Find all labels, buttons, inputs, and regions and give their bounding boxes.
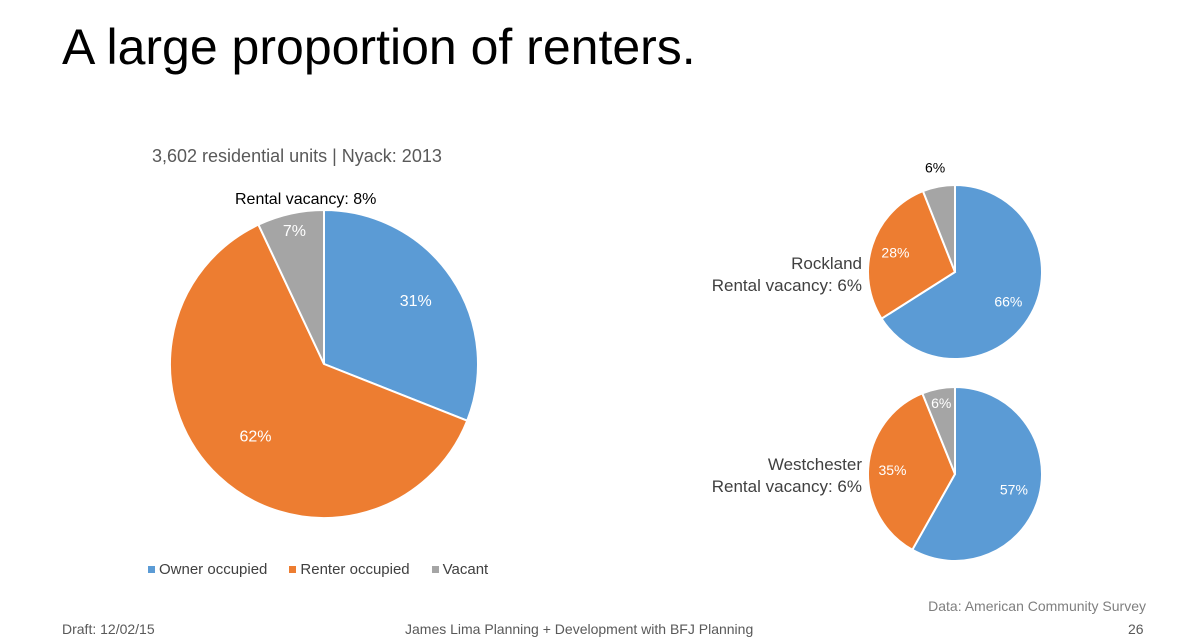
legend-swatch-owner (148, 566, 155, 573)
page-number: 26 (1128, 621, 1144, 637)
nyack-label-owner: 31% (400, 293, 432, 310)
nyack-label-vacant: 7% (283, 223, 306, 240)
legend-swatch-renter (289, 566, 297, 573)
legend-item-renter: Renter occupied (289, 561, 410, 578)
rockland-slice-owner (880, 183, 1043, 360)
legend-label-renter: Renter occupied (300, 561, 410, 578)
westchester-slice-owner (910, 385, 1043, 562)
westchester-label-renter: 35% (878, 462, 906, 478)
footer-credit: James Lima Planning + Development with B… (405, 621, 754, 637)
legend-swatch-vacant (431, 566, 439, 573)
nyack-label-renter: 62% (239, 428, 271, 445)
rockland-label-renter: 28% (881, 245, 909, 261)
rockland-label-vacant: 6% (925, 160, 945, 176)
westchester-label-vacant: 6% (931, 395, 951, 411)
rockland-slice-renter (867, 189, 957, 320)
westchester-rental-vacancy: Rental vacancy: 6% (711, 477, 862, 496)
rockland-label: Rockland Rental vacancy: 6% (662, 253, 862, 297)
legend-item-owner: Owner occupied (148, 561, 267, 578)
rockland-title: Rockland (791, 254, 862, 273)
westchester-title: Westchester (767, 455, 862, 474)
nyack-slice-owner (323, 208, 479, 422)
nyack-slice-vacant (257, 208, 325, 365)
westchester-slice-renter (867, 392, 957, 552)
westchester-label: Westchester Rental vacancy: 6% (662, 454, 862, 498)
rockland-label-owner: 66% (994, 293, 1022, 309)
nyack-legend: Owner occupied Renter occupied Vacant (148, 561, 488, 578)
westchester-label-owner: 57% (1000, 481, 1028, 497)
nyack-chart-title: 3,602 residential units | Nyack: 2013 (152, 146, 442, 166)
slide-title: A large proportion of renters. (62, 19, 696, 75)
legend-label-vacant: Vacant (442, 561, 489, 578)
nyack-rental-vacancy: Rental vacancy: 8% (235, 191, 377, 208)
rockland-slice-vacant (921, 183, 956, 273)
legend-item-vacant: Vacant (431, 561, 489, 578)
data-source: Data: American Community Survey (928, 598, 1146, 614)
rockland-rental-vacancy: Rental vacancy: 6% (711, 276, 862, 295)
footer-draft-date: Draft: 12/02/15 (62, 621, 155, 637)
westchester-slice-vacant (921, 385, 956, 475)
legend-label-owner: Owner occupied (159, 561, 268, 578)
nyack-slice-renter (169, 223, 469, 519)
